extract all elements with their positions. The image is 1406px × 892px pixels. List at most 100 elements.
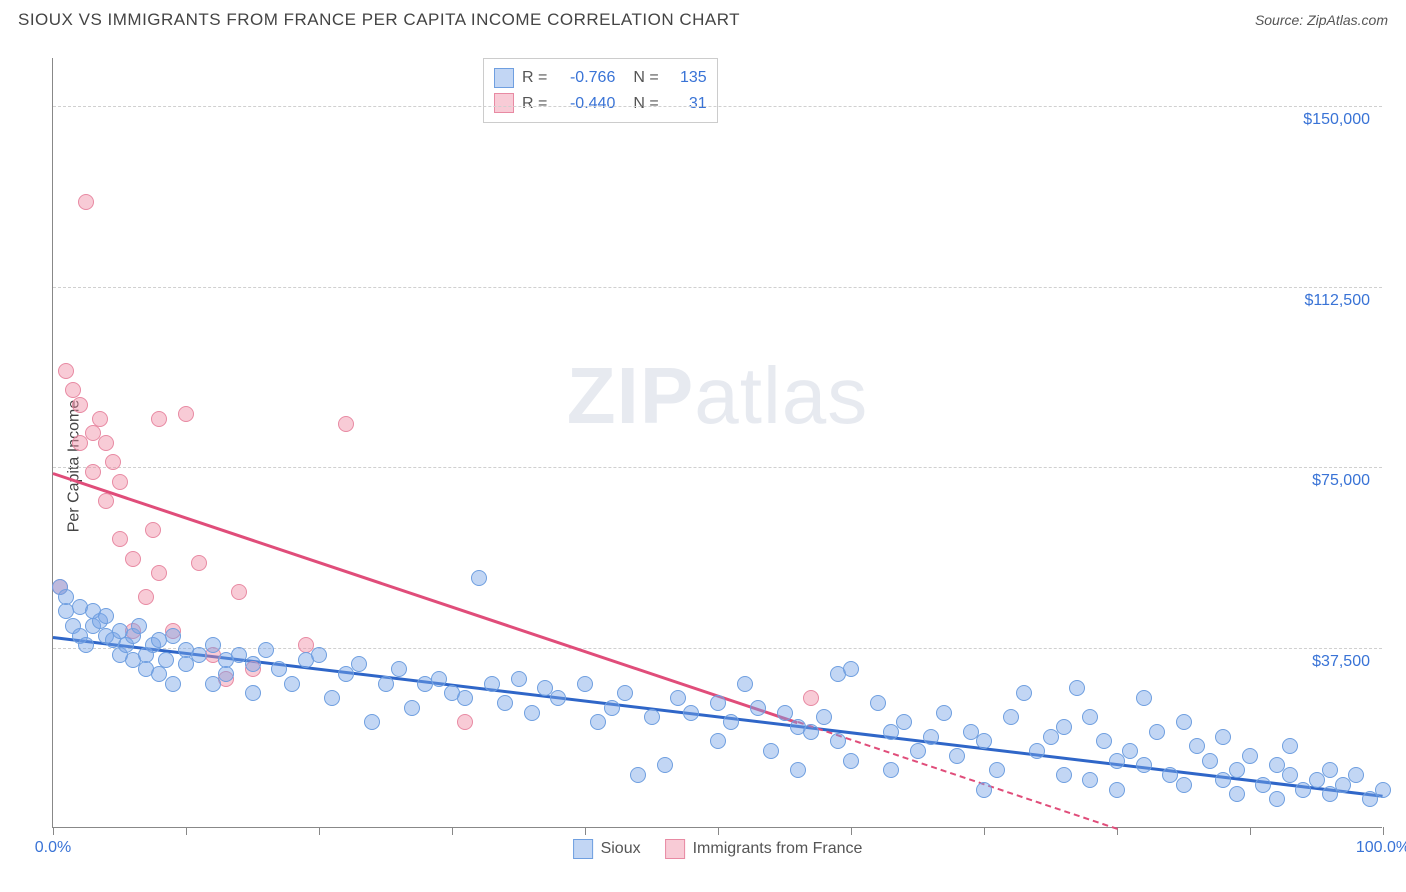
legend-swatch xyxy=(665,839,685,859)
data-point xyxy=(710,733,726,749)
data-point xyxy=(896,714,912,730)
data-point xyxy=(1136,690,1152,706)
data-point xyxy=(803,724,819,740)
data-point xyxy=(125,551,141,567)
data-point xyxy=(178,406,194,422)
data-point xyxy=(949,748,965,764)
data-point xyxy=(1069,680,1085,696)
data-point xyxy=(364,714,380,730)
data-point xyxy=(910,743,926,759)
data-point xyxy=(98,435,114,451)
data-point xyxy=(1096,733,1112,749)
data-point xyxy=(98,608,114,624)
n-label: N = xyxy=(633,65,658,91)
data-point xyxy=(1056,719,1072,735)
data-point xyxy=(98,493,114,509)
x-tick-label: 100.0% xyxy=(1356,839,1406,857)
data-point xyxy=(1082,772,1098,788)
source-attribution: Source: ZipAtlas.com xyxy=(1255,12,1388,28)
data-point xyxy=(404,700,420,716)
data-point xyxy=(105,454,121,470)
data-point xyxy=(1375,782,1391,798)
gridline xyxy=(53,648,1382,649)
data-point xyxy=(245,656,261,672)
y-tick-label: $37,500 xyxy=(1312,653,1370,671)
data-point xyxy=(1176,777,1192,793)
data-point xyxy=(351,656,367,672)
gridline xyxy=(53,467,1382,468)
data-point xyxy=(604,700,620,716)
data-point xyxy=(1322,762,1338,778)
data-point xyxy=(138,589,154,605)
gridline xyxy=(53,287,1382,288)
x-tick xyxy=(186,827,187,835)
data-point xyxy=(165,628,181,644)
data-point xyxy=(1348,767,1364,783)
data-point xyxy=(816,709,832,725)
data-point xyxy=(777,705,793,721)
data-point xyxy=(205,637,221,653)
data-point xyxy=(883,762,899,778)
data-point xyxy=(324,690,340,706)
data-point xyxy=(191,555,207,571)
y-tick-label: $75,000 xyxy=(1312,472,1370,490)
data-point xyxy=(72,397,88,413)
legend-item: Immigrants from France xyxy=(665,839,863,859)
data-point xyxy=(723,714,739,730)
data-point xyxy=(1003,709,1019,725)
data-point xyxy=(1282,738,1298,754)
legend-swatch xyxy=(494,93,514,113)
data-point xyxy=(151,565,167,581)
data-point xyxy=(737,676,753,692)
data-point xyxy=(431,671,447,687)
data-point xyxy=(750,700,766,716)
data-point xyxy=(644,709,660,725)
watermark: ZIPatlas xyxy=(567,350,868,442)
data-point xyxy=(145,522,161,538)
data-point xyxy=(670,690,686,706)
x-tick xyxy=(718,827,719,835)
data-point xyxy=(763,743,779,759)
legend-swatch xyxy=(573,839,593,859)
data-point xyxy=(657,757,673,773)
data-point xyxy=(1149,724,1165,740)
legend-row: R =-0.440N =31 xyxy=(494,91,707,117)
data-point xyxy=(524,705,540,721)
data-point xyxy=(151,411,167,427)
data-point xyxy=(976,733,992,749)
data-point xyxy=(378,676,394,692)
data-point xyxy=(497,695,513,711)
data-point xyxy=(511,671,527,687)
data-point xyxy=(158,652,174,668)
data-point xyxy=(258,642,274,658)
data-point xyxy=(630,767,646,783)
data-point xyxy=(165,676,181,692)
data-point xyxy=(218,666,234,682)
data-point xyxy=(78,637,94,653)
data-point xyxy=(311,647,327,663)
data-point xyxy=(85,464,101,480)
data-point xyxy=(484,676,500,692)
data-point xyxy=(457,690,473,706)
legend-item: Sioux xyxy=(573,839,641,859)
data-point xyxy=(1282,767,1298,783)
series-legend: Sioux Immigrants from France xyxy=(573,839,863,859)
data-point xyxy=(457,714,473,730)
data-point xyxy=(58,363,74,379)
x-tick-label: 0.0% xyxy=(35,839,71,857)
data-point xyxy=(1029,743,1045,759)
r-label: R = xyxy=(522,91,547,117)
data-point xyxy=(989,762,1005,778)
x-tick xyxy=(53,827,54,835)
legend-label: Immigrants from France xyxy=(693,840,863,858)
data-point xyxy=(683,705,699,721)
data-point xyxy=(131,618,147,634)
data-point xyxy=(870,695,886,711)
data-point xyxy=(1082,709,1098,725)
data-point xyxy=(1176,714,1192,730)
data-point xyxy=(1229,762,1245,778)
data-point xyxy=(471,570,487,586)
data-point xyxy=(1189,738,1205,754)
data-point xyxy=(231,584,247,600)
x-tick xyxy=(984,827,985,835)
